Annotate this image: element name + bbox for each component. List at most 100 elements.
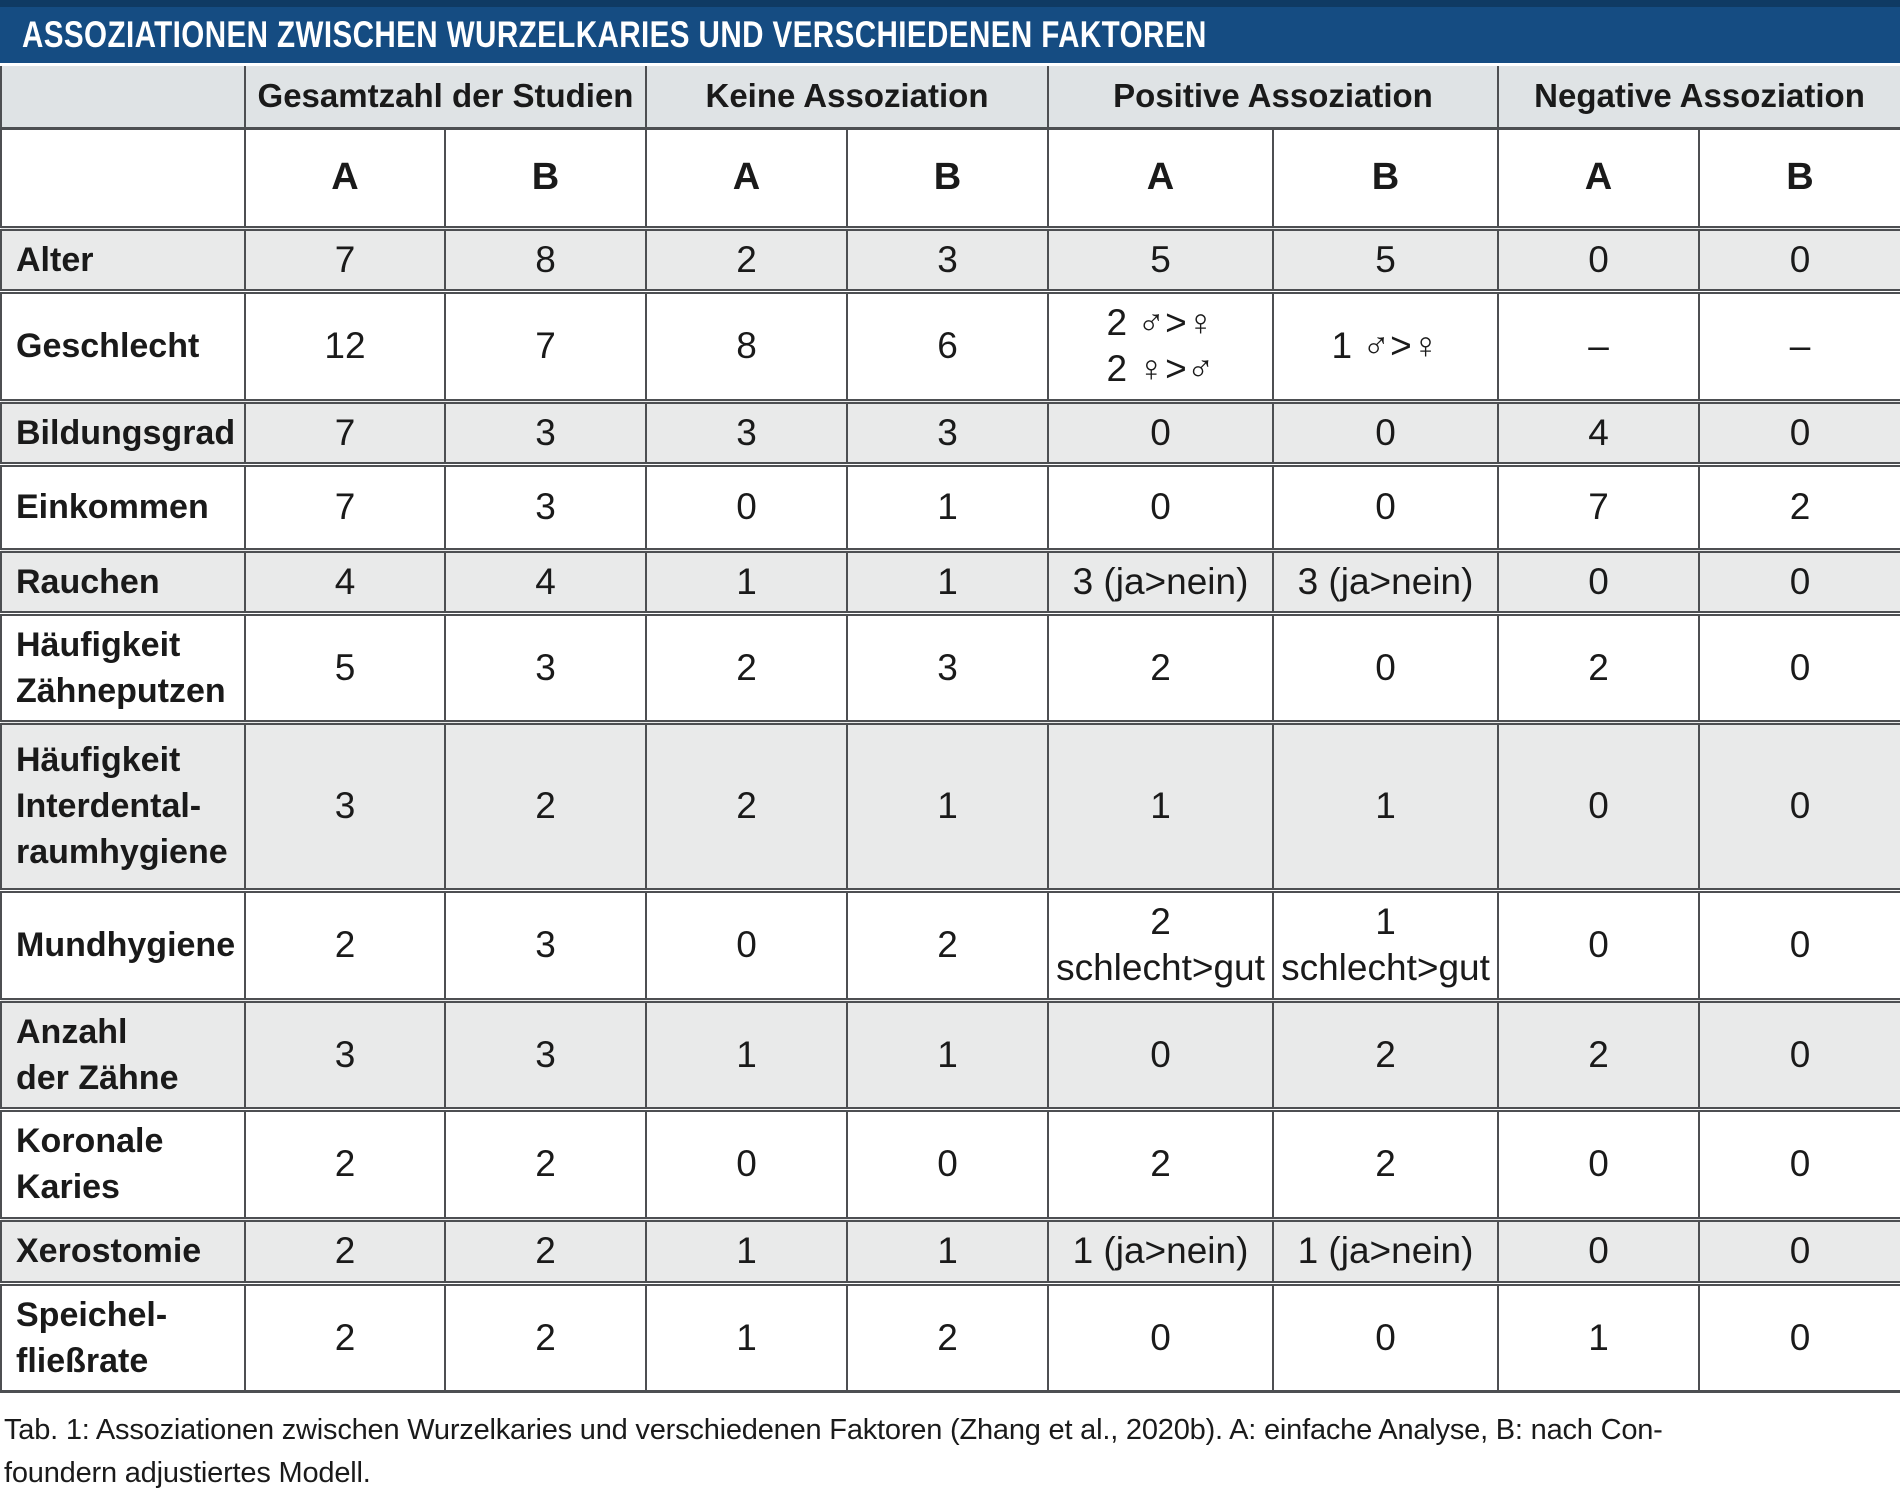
row-label: Anzahl der Zähne	[1, 997, 245, 1109]
sub-header: A	[1497, 126, 1699, 228]
table-cell: 0	[1497, 887, 1699, 1000]
table-cell: 0	[1272, 398, 1498, 464]
group-header-total-studies: Gesamtzahl der Studien	[244, 66, 646, 128]
row-label: Speichel- fließrate	[1, 1280, 245, 1391]
table-cell: 12	[244, 288, 445, 401]
table-cell: 0	[1272, 610, 1498, 722]
table-row: Häufigkeit Interdental- raumhygiene 3 2 …	[1, 719, 1900, 890]
table-cell: 2	[444, 1106, 646, 1219]
table-cell: 0	[1497, 1216, 1699, 1283]
sub-header: B	[846, 126, 1048, 228]
table-cell: 0	[1697, 1106, 1900, 1219]
table-cell: 0	[1697, 887, 1900, 1000]
table-cell: 0	[1697, 1216, 1900, 1283]
row-label: Häufigkeit Interdental- raumhygiene	[1, 719, 245, 890]
table-cell: 1 (ja>nein)	[1272, 1216, 1498, 1283]
table-cell: 0	[1047, 997, 1273, 1109]
table-cell: 2	[645, 225, 847, 291]
table-cell: 2	[645, 719, 847, 890]
corner-cell	[1, 66, 245, 128]
table-cell: 0	[1697, 1280, 1900, 1391]
table-row: Anzahl der Zähne 3 3 1 1 0 2 2 0	[1, 997, 1900, 1109]
table-cell: 5	[1272, 225, 1498, 291]
table-cell: 6	[846, 288, 1048, 401]
sub-header: B	[1697, 126, 1900, 228]
sub-header-row: A B A B A B A B	[1, 126, 1900, 228]
table-cell: 1	[1497, 1280, 1699, 1391]
table-cell: 7	[244, 398, 445, 464]
sub-header: B	[444, 126, 646, 228]
table-cell: 2	[846, 1280, 1048, 1391]
group-header-positive-association: Positive Assoziation	[1047, 66, 1498, 128]
sub-header: A	[244, 126, 445, 228]
table-cell: 1	[645, 997, 847, 1109]
row-label: Geschlecht	[1, 288, 245, 401]
table-cell: 4	[444, 547, 646, 613]
row-label: Alter	[1, 225, 245, 291]
table-cell: 3	[645, 398, 847, 464]
group-header-negative-association: Negative Assoziation	[1496, 66, 1900, 128]
table-cell: 2	[444, 1216, 646, 1283]
table-cell: –	[1497, 288, 1699, 401]
table-cell: 2	[444, 1280, 646, 1391]
row-label: Xerostomie	[1, 1216, 245, 1283]
table-cell: 0	[1697, 547, 1900, 613]
table-cell: 0	[1497, 547, 1699, 613]
table-cell: 2	[244, 1280, 445, 1391]
table-cell: 2	[1272, 997, 1498, 1109]
table-cell: 1	[645, 1280, 847, 1391]
table-row: Mundhygiene 2 3 0 2 2 schlecht>gut 1 sch…	[1, 887, 1900, 1000]
table-cell: 7	[444, 288, 646, 401]
table-cell: 2 ♂>♀ 2 ♀>♂	[1047, 288, 1273, 401]
table-row: Xerostomie 2 2 1 1 1 (ja>nein) 1 (ja>nei…	[1, 1216, 1900, 1283]
table-row: Einkommen 7 3 0 1 0 0 7 2	[1, 461, 1900, 550]
table-cell: 0	[645, 461, 847, 550]
sub-header: A	[1047, 126, 1273, 228]
table-cell: 7	[244, 461, 445, 550]
table-caption: Tab. 1: Assoziationen zwischen Wurzelkar…	[4, 1413, 1663, 1489]
table-cell: 3	[846, 610, 1048, 722]
table-cell: 5	[244, 610, 445, 722]
associations-table: Gesamtzahl der Studien Keine Assoziation…	[0, 66, 1900, 1393]
table-cell: 1	[1272, 719, 1498, 890]
table-title: ASSOZIATIONEN ZWISCHEN WURZELKARIES UND …	[22, 14, 1207, 55]
table-cell: 2	[645, 610, 847, 722]
table-cell: 2	[1697, 461, 1900, 550]
sub-header: A	[645, 126, 847, 228]
table-cell: 5	[1047, 225, 1273, 291]
table-cell: 3	[444, 461, 646, 550]
table-cell: 0	[645, 887, 847, 1000]
row-label: Häufigkeit Zähneputzen	[1, 610, 245, 722]
table-row: Speichel- fließrate 2 2 1 2 0 0 1 0	[1, 1280, 1900, 1391]
table-cell: 1	[846, 461, 1048, 550]
table-cell: 2	[1272, 1106, 1498, 1219]
table-cell: 0	[1697, 398, 1900, 464]
table-cell: 3 (ja>nein)	[1272, 547, 1498, 613]
group-header-row: Gesamtzahl der Studien Keine Assoziation…	[1, 66, 1900, 128]
table-cell: 0	[1047, 461, 1273, 550]
group-header-no-association: Keine Assoziation	[645, 66, 1048, 128]
table-cell: 1 schlecht>gut	[1272, 887, 1498, 1000]
table-cell: 3	[244, 719, 445, 890]
table-cell: 1 (ja>nein)	[1047, 1216, 1273, 1283]
table-cell: 8	[645, 288, 847, 401]
table-cell: 1 ♂>♀	[1272, 288, 1498, 401]
table-cell: 3	[444, 610, 646, 722]
table-cell: 3	[244, 997, 445, 1109]
table-cell: 0	[1697, 997, 1900, 1109]
table-row: Koronale Karies 2 2 0 0 2 2 0 0	[1, 1106, 1900, 1219]
table-row: Alter 7 8 2 3 5 5 0 0	[1, 225, 1900, 291]
table-row: Häufigkeit Zähneputzen 5 3 2 3 2 0 2 0	[1, 610, 1900, 722]
table-cell: –	[1697, 288, 1900, 401]
row-label: Einkommen	[1, 461, 245, 550]
table-cell: 0	[1272, 1280, 1498, 1391]
table-cell: 0	[1497, 1106, 1699, 1219]
table-cell: 0	[1497, 719, 1699, 890]
table-cell: 4	[244, 547, 445, 613]
row-label: Koronale Karies	[1, 1106, 245, 1219]
table-cell: 0	[1697, 719, 1900, 890]
table-cell: 0	[645, 1106, 847, 1219]
table-cell: 2	[1497, 610, 1699, 722]
table-cell: 7	[244, 225, 445, 291]
